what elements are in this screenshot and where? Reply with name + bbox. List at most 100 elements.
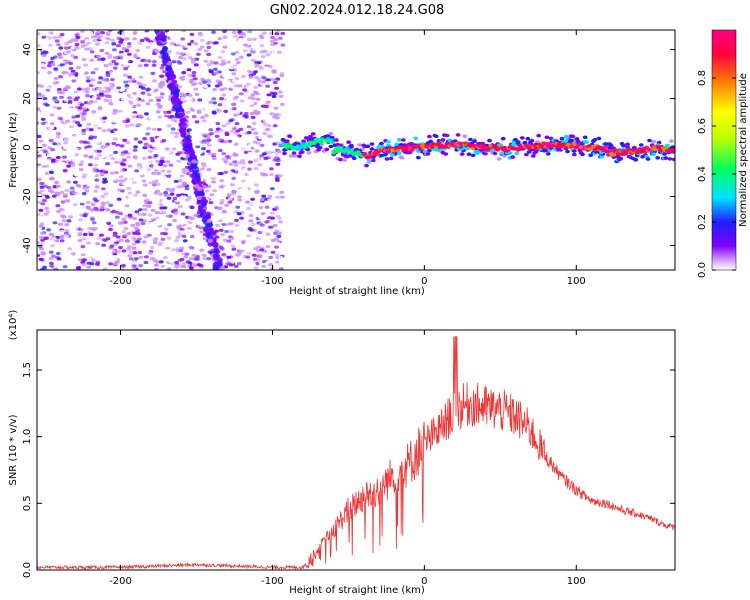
heatmap-cell: [238, 48, 244, 52]
heatmap-cell: [275, 212, 280, 216]
heatmap-cell: [214, 249, 221, 254]
heatmap-cell: [97, 126, 102, 130]
heatmap-cell: [62, 155, 67, 159]
heatmap-cell: [83, 63, 88, 67]
heatmap-cell: [148, 98, 154, 103]
heatmap-cell: [110, 266, 116, 270]
heatmap-cell: [217, 148, 223, 153]
heatmap-cell: [95, 141, 101, 145]
heatmap-cell: [53, 67, 58, 71]
heatmap-cell: [245, 255, 251, 259]
heatmap-cell: [191, 74, 197, 78]
heatmap-cell: [37, 241, 40, 245]
heatmap-cell: [194, 174, 201, 179]
heatmap-cell: [50, 63, 56, 67]
heatmap-cell: [168, 163, 174, 167]
heatmap-cell: [210, 174, 216, 178]
heatmap-cell: [202, 80, 208, 84]
heatmap-cell: [62, 145, 68, 149]
heatmap-cell: [73, 98, 79, 102]
heatmap-cell: [206, 184, 212, 188]
heatmap-cell: [137, 41, 143, 46]
heatmap-cell: [229, 39, 235, 43]
heatmap-cell: [124, 154, 129, 158]
heatmap-cell: [259, 82, 265, 86]
heatmap-cell: [390, 153, 395, 157]
heatmap-cell: [247, 167, 252, 171]
heatmap-cell: [37, 212, 41, 216]
heatmap-cell: [51, 237, 57, 241]
heatmap-cell: [455, 133, 461, 137]
heatmap-cell: [252, 207, 257, 211]
heatmap-cell: [243, 112, 249, 116]
heatmap-cell: [264, 220, 269, 224]
heatmap-cell: [280, 195, 285, 199]
heatmap-cell: [93, 124, 99, 128]
heatmap-cell: [61, 246, 66, 250]
heatmap-cell: [249, 104, 255, 108]
heatmap-cell: [433, 134, 439, 139]
heatmap-cell: [64, 199, 70, 203]
heatmap-cell: [194, 92, 200, 96]
heatmap-cell: [239, 44, 245, 48]
heatmap-cell: [105, 37, 111, 41]
heatmap-cell: [246, 172, 252, 176]
heatmap-cell: [99, 173, 105, 177]
heatmap-cell: [224, 203, 230, 207]
heatmap-cell: [310, 132, 316, 136]
heatmap-cell: [108, 62, 113, 66]
heatmap-cell: [115, 123, 121, 127]
heatmap-cell: [93, 67, 99, 71]
heatmap-cell: [124, 85, 130, 90]
heatmap-cell: [183, 255, 189, 259]
heatmap-cell: [436, 141, 442, 145]
heatmap-cell: [273, 106, 279, 110]
heatmap-cell: [99, 169, 104, 173]
heatmap-cell: [134, 97, 139, 101]
heatmap-cell: [217, 55, 223, 60]
heatmap-cell: [264, 66, 269, 70]
heatmap-cell: [78, 163, 84, 167]
heatmap-cell: [61, 261, 67, 265]
heatmap-cell: [515, 148, 521, 152]
heatmap-cell: [265, 100, 271, 104]
heatmap-cell: [137, 180, 143, 184]
heatmap-cell: [66, 180, 72, 184]
heatmap-cell: [166, 110, 172, 114]
heatmap-cell: [57, 52, 62, 57]
heatmap-cell: [161, 55, 167, 60]
heatmap-cell: [234, 223, 240, 227]
heatmap-cell: [547, 141, 553, 146]
heatmap-cell: [259, 197, 265, 202]
heatmap-cell: [149, 216, 155, 220]
heatmap-cell: [443, 152, 449, 156]
heatmap-cell: [59, 253, 65, 257]
heatmap-cell: [119, 185, 125, 189]
heatmap-cell: [121, 249, 127, 253]
heatmap-cell: [135, 150, 141, 154]
heatmap-cell: [222, 35, 228, 39]
heatmap-cell: [179, 230, 185, 234]
heatmap-cell: [229, 125, 235, 129]
heatmap-cell: [77, 87, 82, 91]
heatmap-cell: [496, 157, 502, 161]
heatmap-cell: [191, 159, 197, 164]
heatmap-cell: [124, 259, 130, 264]
heatmap-cell: [278, 36, 283, 40]
heatmap-cell: [485, 147, 491, 152]
heatmap-cell: [174, 239, 180, 243]
heatmap-cell: [100, 93, 105, 97]
heatmap-cell: [396, 138, 402, 142]
heatmap-cell: [78, 218, 84, 222]
heatmap-cell: [188, 148, 194, 153]
heatmap-cell: [122, 63, 128, 67]
heatmap-cell: [56, 142, 62, 146]
heatmap-cell: [234, 135, 240, 139]
heatmap-cell: [90, 35, 96, 39]
heatmap-cell: [96, 45, 102, 49]
heatmap-cell: [651, 139, 656, 144]
heatmap-cell: [90, 173, 96, 177]
heatmap-cell: [73, 173, 79, 177]
heatmap-cell: [262, 131, 268, 136]
heatmap-plot-frame: [36, 29, 676, 271]
